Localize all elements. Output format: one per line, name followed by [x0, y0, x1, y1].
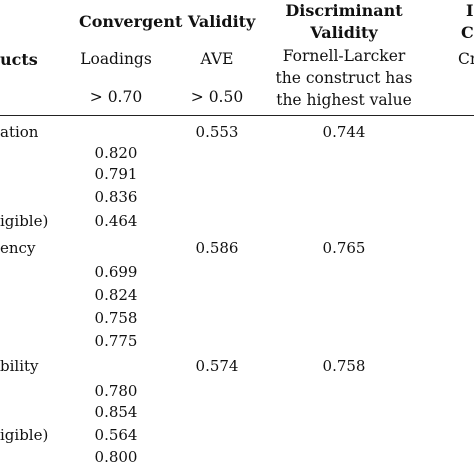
header-discriminant-line2: Validity [310, 25, 377, 41]
header-ave: AVE [201, 52, 234, 68]
loading-value: 0.824 [95, 288, 138, 303]
header-constructs: ucts [0, 52, 38, 68]
loading-value: 0.775 [95, 334, 138, 349]
row-label: ation [0, 125, 38, 140]
fornell-larcker-value: 0.744 [323, 125, 366, 140]
row-label: ency [0, 241, 35, 256]
ave-value: 0.553 [196, 125, 239, 140]
header-fornell-line2: the construct has [276, 71, 413, 87]
loading-value: 0.800 [95, 450, 138, 465]
header-right-line1: I [466, 3, 473, 19]
loading-value: 0.464 [95, 214, 138, 229]
loading-value: 0.564 [95, 428, 138, 443]
loading-value: 0.699 [95, 265, 138, 280]
header-ave-threshold: > 0.50 [191, 90, 243, 106]
row-label: bility [0, 359, 39, 374]
loading-value: 0.791 [95, 167, 138, 182]
header-rule [0, 115, 474, 116]
header-loadings-threshold: > 0.70 [90, 90, 142, 106]
fornell-larcker-value: 0.758 [323, 359, 366, 374]
ave-value: 0.586 [196, 241, 239, 256]
row-label: igible) [0, 214, 48, 229]
header-convergent-validity: Convergent Validity [79, 14, 255, 30]
fornell-larcker-value: 0.765 [323, 241, 366, 256]
header-right-sub: Cr [458, 52, 474, 68]
loading-value: 0.780 [95, 384, 138, 399]
header-loadings: Loadings [80, 52, 152, 68]
row-label: igible) [0, 428, 48, 443]
loading-value: 0.820 [95, 146, 138, 161]
header-fornell-line1: Fornell-Larcker [283, 49, 406, 65]
ave-value: 0.574 [196, 359, 239, 374]
loading-value: 0.758 [95, 311, 138, 326]
header-discriminant-line1: Discriminant [285, 3, 402, 19]
loading-value: 0.854 [95, 405, 138, 420]
loading-value: 0.836 [95, 190, 138, 205]
header-fornell-line3: the highest value [276, 93, 412, 109]
header-right-line2: Co [461, 25, 474, 41]
